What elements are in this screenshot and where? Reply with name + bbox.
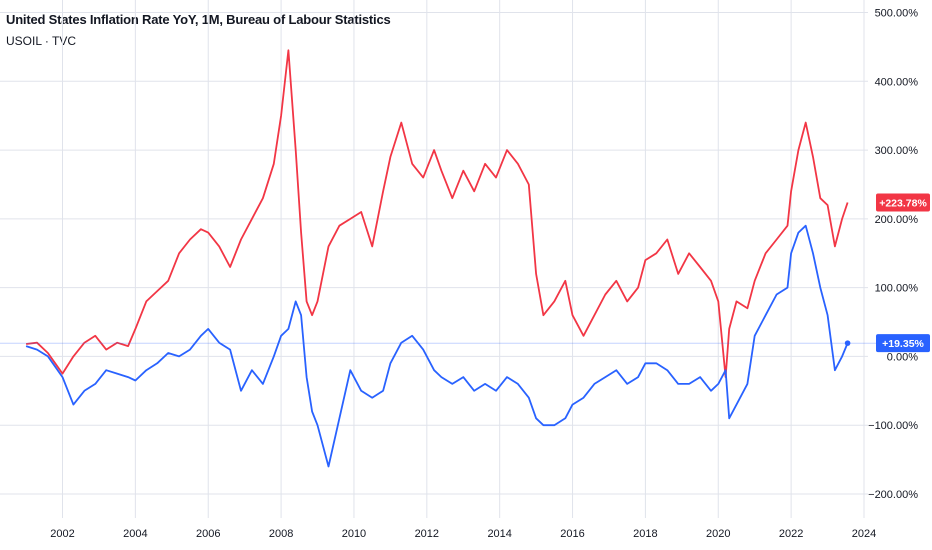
series-line-1 <box>25 224 849 468</box>
x-tick-label: 2022 <box>779 528 803 540</box>
y-axis[interactable]: 500.00% 400.00% 300.00% 200.00% 100.00% 0.00%… <box>868 8 918 502</box>
price-label-text: +223.78% <box>879 197 927 209</box>
x-tick-label: 2006 <box>196 528 220 540</box>
chart-subtitle: USOIL · TVC <box>6 34 77 48</box>
x-tick-label: 2012 <box>415 528 439 540</box>
x-tick-label: 2016 <box>560 528 584 540</box>
x-tick-label: 2018 <box>633 528 657 540</box>
y-tick-label: 200.00% <box>875 214 919 226</box>
y-tick-label: 500.00% <box>875 8 919 20</box>
y-tick-label: 0.00% <box>887 351 918 363</box>
y-tick-label: 400.00% <box>875 76 919 88</box>
y-tick-label: −200.00% <box>868 489 918 501</box>
price-label-box <box>876 193 930 212</box>
x-tick-label: 2002 <box>50 528 74 540</box>
y-tick-label: 100.00% <box>875 283 919 295</box>
x-axis[interactable]: 2002 2004 2006 2008 2010 2012 2014 2016 2018 2020… <box>50 528 876 540</box>
price-label-text: +19.35% <box>882 338 924 350</box>
x-tick-label: 2004 <box>123 528 147 540</box>
y-tick-label: 300.00% <box>875 145 919 157</box>
x-tick-label: 2020 <box>706 528 730 540</box>
series-lines <box>25 49 851 468</box>
grid <box>0 0 868 518</box>
price-labels: +223.78% +19.35% <box>0 193 930 353</box>
series-line-0 <box>25 49 849 379</box>
x-tick-label: 2008 <box>269 528 293 540</box>
x-tick-label: 2024 <box>852 528 876 540</box>
price-label-box <box>876 334 930 353</box>
chart-title: United States Inflation Rate YoY, 1M, Bu… <box>6 12 391 27</box>
y-tick-label: −100.00% <box>868 420 918 432</box>
x-tick-label: 2014 <box>487 528 511 540</box>
x-tick-label: 2010 <box>342 528 366 540</box>
